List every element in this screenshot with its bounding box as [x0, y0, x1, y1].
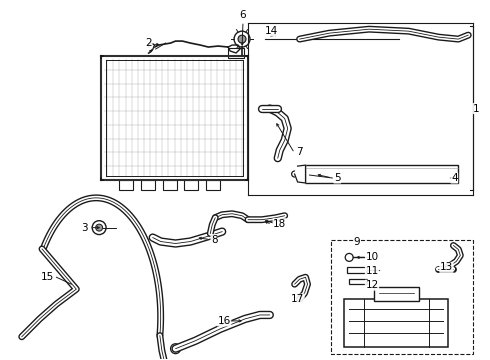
Text: 2: 2: [146, 38, 152, 48]
Text: 3: 3: [81, 222, 88, 233]
Text: 4: 4: [451, 173, 458, 183]
Circle shape: [96, 224, 102, 231]
Text: 17: 17: [291, 294, 304, 304]
Circle shape: [171, 344, 180, 354]
Bar: [344, 299, 448, 347]
Circle shape: [292, 171, 297, 177]
Text: 6: 6: [240, 10, 246, 20]
Bar: [349, 279, 367, 284]
Text: 1: 1: [473, 104, 480, 113]
Text: 10: 10: [366, 252, 379, 262]
Text: 15: 15: [41, 272, 54, 282]
Text: 18: 18: [273, 219, 286, 229]
Bar: [228, 48, 244, 58]
Text: 14: 14: [265, 26, 278, 36]
Text: 7: 7: [296, 147, 303, 157]
Circle shape: [92, 221, 106, 235]
Bar: [331, 239, 473, 354]
Bar: [206, 180, 220, 190]
Bar: [163, 180, 176, 190]
Text: 12: 12: [366, 280, 379, 290]
Bar: [374, 287, 418, 301]
Circle shape: [234, 31, 250, 47]
Text: 5: 5: [334, 173, 341, 183]
Circle shape: [345, 253, 353, 261]
Bar: [141, 180, 155, 190]
Text: 9: 9: [354, 237, 361, 247]
Bar: [119, 180, 133, 190]
Polygon shape: [294, 165, 306, 183]
Bar: [305, 165, 458, 183]
Bar: [347, 267, 367, 273]
Circle shape: [238, 35, 246, 43]
Polygon shape: [149, 43, 155, 53]
Text: 8: 8: [211, 234, 218, 244]
Text: 11: 11: [366, 266, 379, 276]
Bar: [184, 180, 198, 190]
Text: 16: 16: [218, 316, 231, 326]
Text: 13: 13: [440, 262, 453, 272]
